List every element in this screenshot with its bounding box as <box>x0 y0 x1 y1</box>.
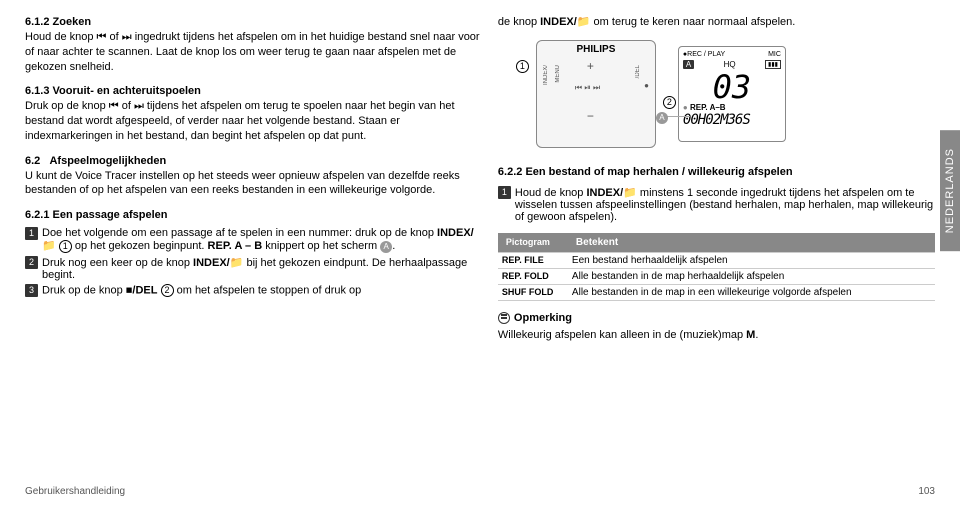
sec-num: 6.2 <box>25 155 40 167</box>
callout-2: 2 <box>663 96 676 109</box>
page-footer: Gebruikershandleiding 103 <box>25 486 935 497</box>
step-badge: 2 <box>25 256 38 269</box>
step-badge: 1 <box>498 186 511 199</box>
sec-num: 6.1.3 <box>25 85 49 97</box>
table-row: REP. FOLD Alle bestanden in de map herha… <box>498 269 935 285</box>
section-6-2-2: 6.2.2 Een bestand of map herhalen / will… <box>498 165 935 223</box>
file-number: 03 <box>683 71 781 103</box>
note-icon <box>498 312 510 324</box>
language-tab: NEDERLANDS <box>940 130 960 251</box>
callout-A: A <box>656 112 668 124</box>
step-badge: 1 <box>25 227 38 240</box>
sec-num: 6.2.1 <box>25 209 49 221</box>
footer-right: 103 <box>918 486 935 497</box>
list-item: 3 Druk op de knop ■/DEL 2 om het afspele… <box>25 284 480 297</box>
sec-title: Vooruit- en achteruitspoelen <box>53 85 201 97</box>
sec-title: Afspeelmogelijkheden <box>49 155 166 167</box>
sec-body: Houd de knop ⏮ of ⏭ ingedrukt tijdens he… <box>25 31 480 73</box>
section-6-2: 6.2 Afspeelmogelijkheden U kunt de Voice… <box>25 154 480 199</box>
note-block: Opmerking Willekeurig afspelen kan allee… <box>498 311 935 343</box>
pictogram-table: Pictogram Betekent REP. FILE Een bestand… <box>498 233 935 301</box>
sec-title: Zoeken <box>53 16 92 28</box>
device-illustration: 1 PHILIPS INDEX/ MENU + ⏮ ⏯ ⏭ − /DEL ● 2… <box>498 38 798 153</box>
callout-circle: 2 <box>161 284 174 297</box>
section-6-2-1: 6.2.1 Een passage afspelen 1 Doe het vol… <box>25 208 480 297</box>
device-body: PHILIPS INDEX/ MENU + ⏮ ⏯ ⏭ − /DEL ● <box>536 40 656 148</box>
list-item: 1 Houd de knop INDEX/📁 minstens 1 second… <box>498 186 935 223</box>
section-6-1-3: 6.1.3 Vooruit- en achteruitspoelen Druk … <box>25 84 480 143</box>
list-item: 1 Doe het volgende om een passage af te … <box>25 227 480 253</box>
sec-body: U kunt de Voice Tracer instellen op het … <box>25 170 460 197</box>
table-row: REP. FILE Een bestand herhaaldelijk afsp… <box>498 253 935 269</box>
sec-num: 6.1.2 <box>25 16 49 28</box>
right-column: de knop INDEX/📁 om terug te keren naar n… <box>498 15 935 352</box>
time-display: 00H02M36S <box>683 112 781 128</box>
device-screen: ●REC / PLAY MIC A HQ ▮▮▮ 03 ● REP. A–B 0… <box>678 46 786 142</box>
sec-body: Druk op de knop ⏮ of ⏭ tijdens het afspe… <box>25 100 455 142</box>
left-column: 6.1.2 Zoeken Houd de knop ⏮ of ⏭ ingedru… <box>25 15 480 352</box>
footer-left: Gebruikershandleiding <box>25 486 125 497</box>
brand-label: PHILIPS <box>537 41 655 55</box>
section-6-1-2: 6.1.2 Zoeken Houd de knop ⏮ of ⏭ ingedru… <box>25 15 480 74</box>
sec-title: Een passage afspelen <box>53 209 168 221</box>
table-row: SHUF FOLD Alle bestanden in de map in ee… <box>498 285 935 301</box>
callout-circle: 1 <box>59 240 72 253</box>
callout-1: 1 <box>516 60 529 73</box>
step-badge: 3 <box>25 284 38 297</box>
list-item: 2 Druk nog een keer op de knop INDEX/📁 b… <box>25 256 480 281</box>
screen-ref-dot: A <box>380 241 392 253</box>
